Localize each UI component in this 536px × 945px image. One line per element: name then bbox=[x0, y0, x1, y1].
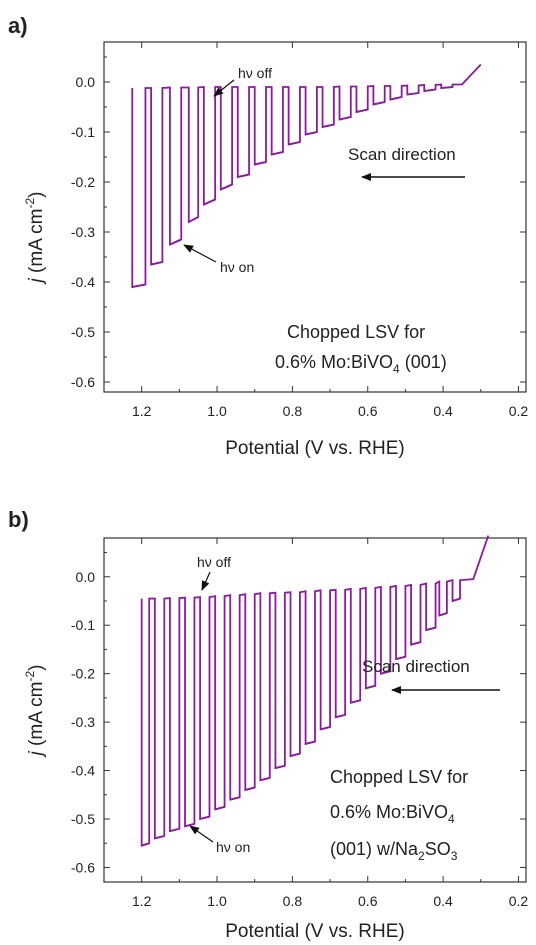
panel-b-x-tick-label: 0.8 bbox=[283, 893, 303, 909]
panel-a-annotation-line1: Chopped LSV for bbox=[287, 322, 425, 342]
panel-b-y-tick-label: -0.5 bbox=[71, 811, 95, 827]
panel-a-y-tick-label: 0.0 bbox=[76, 74, 96, 90]
panel-a-photocurrent-pulse bbox=[254, 161, 267, 166]
panel-b-photocurrent-pulse bbox=[199, 815, 210, 820]
panel-b-x-tick-label: 1.2 bbox=[132, 893, 152, 909]
panel-a-photocurrent-pulse bbox=[169, 238, 182, 246]
panel-b-x-tick-label: 0.6 bbox=[358, 893, 378, 909]
panel-a-photocurrent-pulse bbox=[390, 96, 402, 101]
panel-a-photocurrent-pulse bbox=[339, 116, 351, 121]
panel-b-curve bbox=[140, 535, 490, 847]
panel-a-y-tick-label: -0.3 bbox=[71, 224, 95, 240]
panel-a-photocurrent-pulse bbox=[237, 173, 250, 178]
panel-a-x-tick-label: 0.8 bbox=[283, 403, 303, 419]
panel-a-x-tick-label: 0.2 bbox=[509, 403, 529, 419]
panel-b-photocurrent-pulse bbox=[395, 655, 406, 660]
panel-b-photocurrent-pulse bbox=[439, 612, 448, 617]
panel-b-label: b) bbox=[8, 507, 29, 532]
panel-a-photocurrent-pulse bbox=[203, 198, 216, 206]
panel-b-photocurrent-pulse bbox=[290, 752, 301, 757]
panel-a-x-tick-label: 1.0 bbox=[207, 403, 227, 419]
panel-b-hv-on-arrow bbox=[189, 825, 214, 843]
panel-a-annotation-line2: 0.6% Mo:BiVO4 (001) bbox=[275, 352, 447, 376]
panel-a-photocurrent-pulse bbox=[220, 183, 233, 191]
panel-a-hv-off-label: hν off bbox=[238, 65, 272, 81]
panel-a-y-tick-label: -0.6 bbox=[71, 374, 95, 390]
panel-b-scan-direction-label: Scan direction bbox=[362, 657, 470, 676]
panel-b-ticks: 1.2 1.0 0.8 0.6 0.4 0.2 0.0 -0.1 -0.2 -0.3 -0.4 -0.… bbox=[71, 538, 529, 909]
panel-a-curve bbox=[131, 63, 482, 289]
panel-a-photocurrent-pulse bbox=[424, 88, 436, 92]
panel-a-photocurrent-pulse bbox=[271, 151, 284, 156]
panel-b-photocurrent-pulse bbox=[305, 740, 316, 745]
panel-b-hv-off-arrow bbox=[201, 571, 211, 591]
panel-b-x-tick-label: 0.4 bbox=[433, 893, 453, 909]
panel-b-annotation-line3: (001) w/Na2SO3 bbox=[330, 839, 458, 863]
panel-a-label: a) bbox=[8, 13, 28, 38]
panel-a-y-tick-label: -0.2 bbox=[71, 174, 95, 190]
panel-b-y-tick-label: 0.0 bbox=[76, 569, 96, 585]
panel-a-hv-off-arrow bbox=[213, 79, 235, 97]
panel-b-photocurrent-pulse bbox=[260, 776, 271, 782]
panel-b-y-tick-label: -0.4 bbox=[71, 763, 95, 779]
panel-b-photocurrent-pulse bbox=[214, 806, 225, 811]
panel-b-lsv-curve bbox=[140, 535, 490, 847]
panel-b-photocurrent-pulse bbox=[350, 699, 361, 704]
panel-a-x-axis-title: Potential (V vs. RHE) bbox=[225, 438, 405, 459]
panel-b-photocurrent-pulse bbox=[320, 726, 331, 731]
panel-a-ticks: 1.2 1.0 0.8 0.6 0.4 0.2 0.0 -0.1 -0.2 -0.3 -0.4 -0.… bbox=[71, 42, 529, 419]
panel-b-photocurrent-pulse bbox=[335, 713, 346, 719]
panel-a-hv-on-arrow bbox=[183, 244, 217, 263]
panel-a-scan-direction-label: Scan direction bbox=[348, 145, 456, 164]
panel-a-photocurrent-pulse bbox=[356, 108, 368, 113]
panel-a-y-axis-title: j (mA cm-2) bbox=[23, 192, 47, 286]
panel-a-hv-on-label: hν on bbox=[220, 259, 254, 275]
panel-b-photocurrent-pulse bbox=[141, 842, 150, 847]
panel-a-y-tick-label: -0.1 bbox=[71, 124, 95, 140]
panel-a-x-tick-label: 0.6 bbox=[358, 403, 378, 419]
panel-b-photocurrent-pulse bbox=[410, 641, 421, 646]
panel-a-x-tick-label: 0.4 bbox=[433, 403, 453, 419]
panel-a-y-tick-label: -0.5 bbox=[71, 324, 95, 340]
panel-a-lsv-curve bbox=[131, 63, 482, 289]
panel-b-photocurrent-pulse bbox=[229, 796, 240, 801]
panel-a-photocurrent-pulse bbox=[288, 141, 301, 146]
panel-b-photocurrent-pulse bbox=[184, 822, 195, 828]
panel-b-photocurrent-pulse bbox=[169, 827, 180, 832]
panel-a-y-tick-label: -0.4 bbox=[71, 274, 95, 290]
panel-b-photocurrent-pulse bbox=[245, 786, 255, 791]
panel-a-photocurrent-pulse bbox=[373, 101, 385, 106]
panel-b-photocurrent-pulse bbox=[380, 670, 391, 675]
panel-b-y-axis-title: j (mA cm-2) bbox=[23, 665, 47, 759]
panel-b-y-tick-label: -0.2 bbox=[71, 666, 95, 682]
panel-b-x-tick-label: 0.2 bbox=[509, 893, 529, 909]
panel-a-photocurrent-pulse bbox=[322, 123, 335, 128]
panel-a-photocurrent-pulse bbox=[132, 283, 146, 288]
panel-b-hv-on-label: hν on bbox=[216, 839, 250, 855]
panel-b-photocurrent-pulse bbox=[425, 626, 436, 631]
panel-a-photocurrent-pulse bbox=[407, 92, 419, 96]
panel-b-x-tick-label: 1.0 bbox=[207, 893, 227, 909]
panel-b-annotation-line2: 0.6% Mo:BiVO4 bbox=[330, 802, 455, 826]
panel-b: b) 1.2 1.0 0.8 0.6 0.4 0.2 0.0 -0.1 -0.2 -0.3 -0.4… bbox=[8, 507, 528, 942]
panel-a-x-tick-label: 1.2 bbox=[132, 403, 152, 419]
panel-b-annotation-line1: Chopped LSV for bbox=[330, 767, 468, 787]
panel-b-photocurrent-pulse bbox=[365, 684, 376, 690]
panel-a-photocurrent-pulse bbox=[150, 261, 163, 266]
panel-b-photocurrent-pulse bbox=[154, 835, 165, 840]
panel-b-plot-frame bbox=[103, 537, 527, 883]
panel-a-photocurrent-pulse bbox=[441, 86, 453, 89]
panel-b-photocurrent-pulse bbox=[452, 597, 461, 602]
panel-a-plot-frame bbox=[103, 41, 527, 393]
panel-a: a) 1.2 1.0 0.8 0.6 0.4 0.2 0.0 -0.1 -0.2 -0.3 -0.4… bbox=[8, 13, 528, 459]
panel-b-photocurrent-pulse bbox=[275, 764, 286, 770]
panel-a-photocurrent-pulse bbox=[188, 216, 199, 223]
panel-b-x-axis-title: Potential (V vs. RHE) bbox=[225, 921, 405, 942]
panel-b-hv-off-label: hν off bbox=[197, 554, 231, 570]
panel-b-y-tick-label: -0.1 bbox=[71, 617, 95, 633]
panel-b-y-tick-label: -0.3 bbox=[71, 714, 95, 730]
panel-a-photocurrent-pulse bbox=[305, 131, 318, 136]
panel-b-y-tick-label: -0.6 bbox=[71, 859, 95, 875]
